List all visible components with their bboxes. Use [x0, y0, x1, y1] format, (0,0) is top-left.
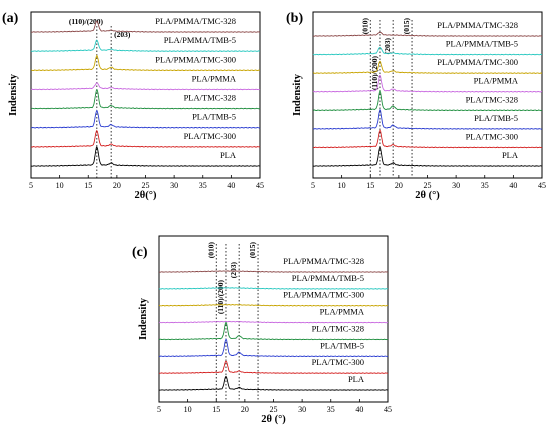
series-label: PLA/PMMA/TMB-5 — [292, 273, 364, 283]
series-label: PLA/PMMA/TMB-5 — [446, 39, 518, 49]
x-tick-label: 45 — [538, 181, 546, 190]
chart-panel-1: (a) (110)/(200) (203) PLA PLA/TMC-300 PLA/TMB… — [2, 11, 264, 201]
series-label: PLA/TMC-328 — [184, 93, 236, 103]
peak-annotation: (015) — [402, 18, 411, 35]
x-tick-label: 15 — [212, 405, 220, 414]
chart-panel-2: (b) (010) (110)/(200) (203) (015) PLA PLA/TMC-… — [286, 11, 546, 201]
series-line — [312, 145, 543, 167]
series-label: PLA/TMB-5 — [320, 340, 364, 350]
y-axis-title: Indensity — [292, 73, 303, 116]
series-label: PLA/TMB-5 — [192, 112, 236, 122]
series-line — [312, 74, 543, 93]
series-label: PLA/TMC-328 — [312, 323, 364, 333]
peak-annotation: (203) — [229, 262, 238, 279]
series-line — [159, 360, 389, 375]
series-label: PLA — [348, 374, 365, 384]
panel-label: (c) — [132, 245, 148, 260]
x-tick-label: 25 — [142, 181, 150, 190]
series-label: PLA — [220, 150, 237, 160]
x-tick-label: 35 — [199, 181, 207, 190]
chart-panel-3: (c) (010) (110)/(200) (203) (015) PLA PLA/TMC-… — [132, 235, 392, 425]
series-line — [312, 89, 543, 112]
series-label: PLA/TMB-5 — [474, 113, 518, 123]
x-axis-title: 2θ (°) — [261, 414, 286, 425]
series-line — [313, 129, 543, 149]
series-label: PLA/PMMA/TMC-328 — [155, 16, 236, 26]
panel-label: (b) — [286, 11, 303, 26]
series-label: PLA/PMMA/TMB-5 — [164, 35, 236, 45]
series-label: PLA/PMMA — [192, 73, 237, 83]
series-line — [30, 109, 261, 129]
x-tick-label: 10 — [184, 405, 192, 414]
x-tick-label: 40 — [227, 181, 235, 190]
x-tick-label: 5 — [29, 181, 33, 190]
series-label: PLA/PMMA/TMC-300 — [437, 57, 518, 67]
peak-annotation: (015) — [248, 242, 257, 259]
series-label: PLA — [502, 150, 519, 160]
series-label: PLA/PMMA/TMC-328 — [437, 20, 518, 30]
x-tick-label: 35 — [327, 405, 335, 414]
x-tick-label: 20 — [395, 181, 403, 190]
series-line — [158, 303, 388, 307]
series-line — [30, 88, 261, 110]
series-line — [30, 145, 261, 167]
series-line — [158, 287, 388, 290]
x-tick-label: 15 — [366, 181, 374, 190]
series-line — [158, 375, 389, 391]
x-tick-label: 10 — [338, 181, 346, 190]
series-label: PLA/PMMA/TMC-300 — [283, 290, 364, 300]
series-line — [158, 338, 389, 358]
x-tick-label: 30 — [452, 181, 460, 190]
x-tick-label: 30 — [170, 181, 178, 190]
x-tick-label: 20 — [241, 405, 249, 414]
y-axis-title: Indensity — [138, 297, 149, 340]
peak-annotation: (110)/(200) — [216, 280, 225, 315]
series-line — [30, 20, 261, 33]
x-tick-label: 5 — [157, 405, 161, 414]
x-axis-title: 2θ(°) — [135, 190, 157, 201]
series-line — [30, 54, 261, 72]
x-axis-title: 2θ (°) — [415, 190, 440, 201]
series-line — [30, 82, 261, 91]
peak-annotation: (010) — [206, 242, 215, 259]
x-tick-label: 25 — [270, 405, 278, 414]
series-line — [312, 31, 543, 37]
series-line — [158, 320, 389, 324]
series-line — [30, 129, 261, 148]
x-tick-label: 25 — [424, 181, 432, 190]
peak-annotation: (203) — [383, 38, 392, 55]
peak-annotation: (010) — [360, 18, 369, 35]
x-tick-label: 35 — [481, 181, 489, 190]
panel-label: (a) — [2, 11, 19, 26]
x-tick-label: 5 — [311, 181, 315, 190]
x-tick-label: 10 — [56, 181, 64, 190]
series-line — [158, 270, 389, 273]
series-label: PLA/PMMA — [474, 76, 519, 86]
series-label: PLA/PMMA/TMC-300 — [155, 54, 236, 64]
series-label: PLA/TMC-300 — [312, 357, 364, 367]
peak-annotation: (110)/(200) — [69, 17, 104, 26]
x-tick-label: 40 — [355, 405, 363, 414]
series-line — [158, 321, 389, 341]
x-tick-label: 30 — [298, 405, 306, 414]
peak-annotation: (110)/(200) — [370, 56, 379, 91]
x-tick-label: 45 — [256, 181, 264, 190]
series-line — [312, 46, 542, 56]
series-label: PLA/PMMA — [320, 307, 365, 317]
y-axis-title: Indensity — [8, 73, 19, 116]
series-label: PLA/TMC-300 — [466, 131, 518, 141]
series-line — [312, 60, 543, 75]
series-label: PLA/TMC-300 — [184, 131, 236, 141]
series-line — [30, 39, 261, 53]
x-tick-label: 45 — [384, 405, 392, 414]
x-tick-label: 40 — [509, 181, 517, 190]
series-line — [312, 108, 543, 130]
peak-annotation: (203) — [114, 30, 131, 39]
series-label: PLA/PMMA/TMC-328 — [283, 256, 364, 266]
x-tick-label: 20 — [113, 181, 121, 190]
x-tick-label: 15 — [84, 181, 92, 190]
series-label: PLA/TMC-328 — [466, 94, 518, 104]
